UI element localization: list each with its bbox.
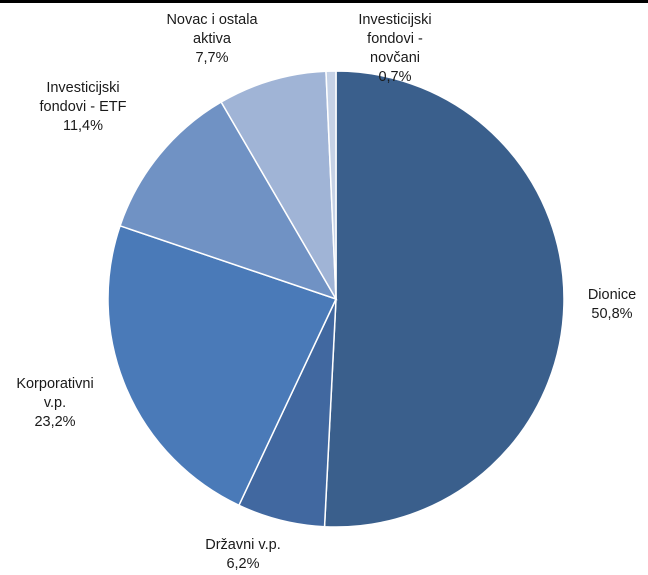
slice-value-label: 50,8% bbox=[591, 306, 633, 322]
slice-value-label: 11,4% bbox=[62, 118, 104, 134]
top-rule bbox=[0, 0, 648, 3]
pie-slice bbox=[107, 224, 338, 507]
slice-label-line: fondovi - bbox=[367, 31, 423, 47]
slice-label-line: Dionice bbox=[587, 287, 637, 303]
slice-label: Državni v.p. 6,2% bbox=[205, 536, 280, 574]
pie-slice bbox=[325, 70, 337, 300]
slice-label-line: Investicijski bbox=[358, 12, 432, 28]
slice-label: Dionice 50,8% bbox=[588, 286, 636, 324]
slice-label: Novac i ostala aktiva 7,7% bbox=[166, 11, 257, 68]
slice-value-label: 23,2% bbox=[34, 414, 76, 430]
slice-label-line: Novac i ostala bbox=[166, 12, 258, 28]
slice-label-line: Korporativni bbox=[16, 376, 94, 392]
slice-label-line: novčani bbox=[370, 50, 420, 66]
slice-label: Investicijski fondovi - ETF 11,4% bbox=[39, 79, 126, 136]
pie-slice bbox=[119, 100, 338, 301]
pie-slice bbox=[323, 70, 565, 528]
slice-label-line: Državni v.p. bbox=[205, 537, 281, 553]
pie-slice bbox=[220, 70, 337, 300]
slice-value-label: 7,7% bbox=[195, 50, 229, 66]
slice-value-label: 0,7% bbox=[378, 69, 412, 85]
slice-label-line: Investicijski bbox=[46, 80, 120, 96]
slice-value-label: 6,2% bbox=[226, 556, 260, 572]
slice-label-line: aktiva bbox=[193, 31, 231, 47]
slice-label-line: fondovi - ETF bbox=[39, 99, 127, 115]
slice-label-line: v.p. bbox=[43, 395, 67, 411]
slice-label: Investicijski fondovi - novčani 0,7% bbox=[358, 11, 431, 87]
slice-label: Korporativni v.p. 23,2% bbox=[16, 375, 93, 432]
